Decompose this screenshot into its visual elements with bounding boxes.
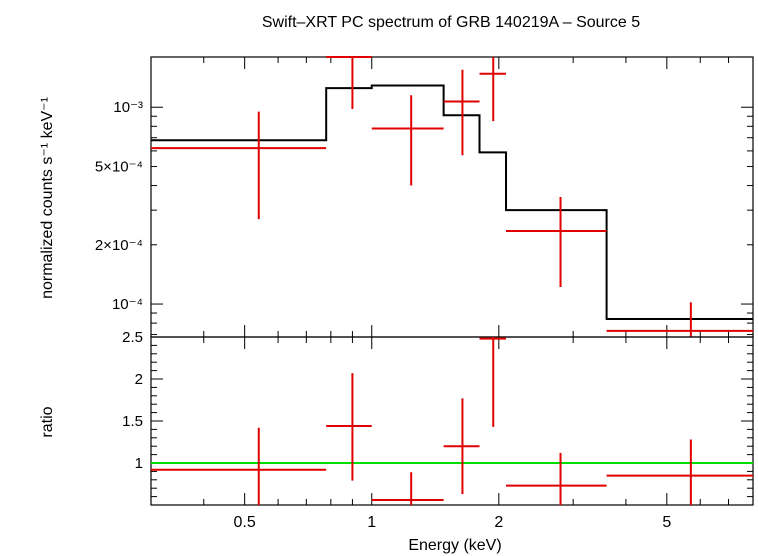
data-point (151, 111, 327, 220)
model-step-line (151, 84, 753, 320)
y-tick-label: 5×10⁻⁴ (95, 158, 143, 175)
y-tick-label: 2.5 (122, 329, 143, 346)
y-tick-label: 2×10⁻⁴ (95, 237, 143, 254)
y-tick-label: 1.5 (122, 413, 143, 430)
top-panel-frame (150, 56, 754, 338)
model-curve (151, 84, 753, 320)
data-point (326, 56, 372, 109)
y-tick-label: 1 (135, 455, 143, 472)
y-tick-label: 10⁻³ (113, 99, 143, 116)
x-tick-label: 1 (367, 514, 376, 531)
x-tick-label: 5 (662, 514, 671, 531)
top-panel-data (151, 56, 753, 337)
bottom-panel-ylabel: ratio (39, 406, 56, 437)
ratio-point (479, 337, 507, 427)
bottom-panel-ticks (150, 336, 754, 505)
x-tick-label: 2 (494, 514, 503, 531)
ratio-point (443, 398, 480, 495)
ratio-point (606, 439, 753, 505)
bottom-panel: 1 1.5 2 2.5 ratio (39, 329, 754, 506)
bottom-panel-y-tick-labels: 1 1.5 2 2.5 (122, 329, 143, 472)
data-point (443, 69, 480, 156)
data-point (479, 57, 507, 122)
ratio-point (326, 373, 372, 481)
bottom-panel-data (151, 337, 753, 505)
x-tick-labels: 0.5 1 2 5 (234, 514, 672, 531)
y-tick-label: 2 (135, 371, 143, 388)
data-point (506, 196, 607, 288)
x-axis-label: Energy (keV) (408, 537, 501, 554)
y-tick-label: 10⁻⁴ (112, 296, 143, 313)
bottom-panel-frame (150, 336, 754, 506)
ratio-point (151, 427, 327, 505)
ratio-point (506, 452, 607, 505)
ratio-point (371, 472, 444, 505)
top-panel-y-tick-labels: 10⁻³ 5×10⁻⁴ 2×10⁻⁴ 10⁻⁴ (95, 99, 143, 313)
top-panel-ticks (150, 57, 754, 337)
data-point (606, 302, 753, 337)
data-point (371, 95, 444, 186)
top-panel: 10⁻³ 5×10⁻⁴ 2×10⁻⁴ 10⁻⁴ normalized counts s… (39, 56, 754, 338)
chart-title: Swift–XRT PC spectrum of GRB 140219A – S… (262, 14, 640, 31)
x-tick-label: 0.5 (234, 514, 256, 531)
top-panel-ylabel: normalized counts s⁻¹ keV⁻¹ (39, 97, 56, 299)
